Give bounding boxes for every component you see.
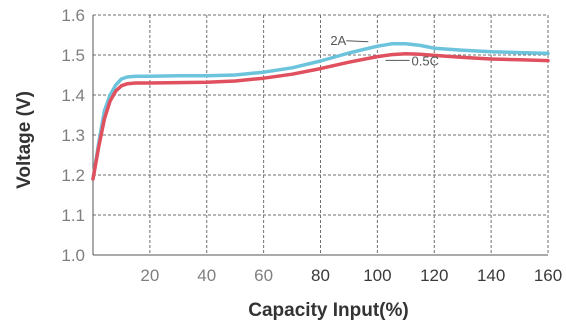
x-tick-label: 100: [363, 266, 391, 285]
y-tick-label: 1.5: [61, 46, 85, 65]
series-label-2a: 2A: [330, 33, 346, 48]
y-tick-label: 1.3: [61, 126, 85, 145]
y-tick-label: 1.2: [61, 166, 85, 185]
series-line-2a: [91, 42, 550, 181]
series-line-0-5c: [91, 52, 550, 181]
y-axis-title: Voltage (V): [14, 91, 35, 189]
y-tick-labels: 1.0 1.1 1.2 1.3 1.4 1.5 1.6: [61, 6, 85, 265]
x-tick-label: 140: [477, 266, 505, 285]
y-tick-label: 1.4: [61, 86, 85, 105]
series-label-0-5c: 0.5C: [412, 53, 439, 68]
series-layer: [91, 42, 550, 181]
annotations: 2A 0.5C: [330, 33, 439, 69]
y-tick-label: 1.1: [61, 206, 85, 225]
x-tick-label: 120: [420, 266, 448, 285]
x-axis-title: Capacity Input(%): [248, 300, 408, 321]
y-tick-label: 1.0: [61, 246, 85, 265]
x-tick-label: 60: [254, 266, 273, 285]
x-tick-label: 20: [140, 266, 159, 285]
x-tick-label: 160: [534, 266, 562, 285]
x-tick-label: 40: [197, 266, 216, 285]
x-tick-label: 80: [311, 266, 330, 285]
y-tick-label: 1.6: [61, 6, 85, 25]
x-tick-labels: 20 40 60 80 100 120 140 160: [140, 266, 562, 285]
leader-line-2a: [346, 40, 369, 43]
